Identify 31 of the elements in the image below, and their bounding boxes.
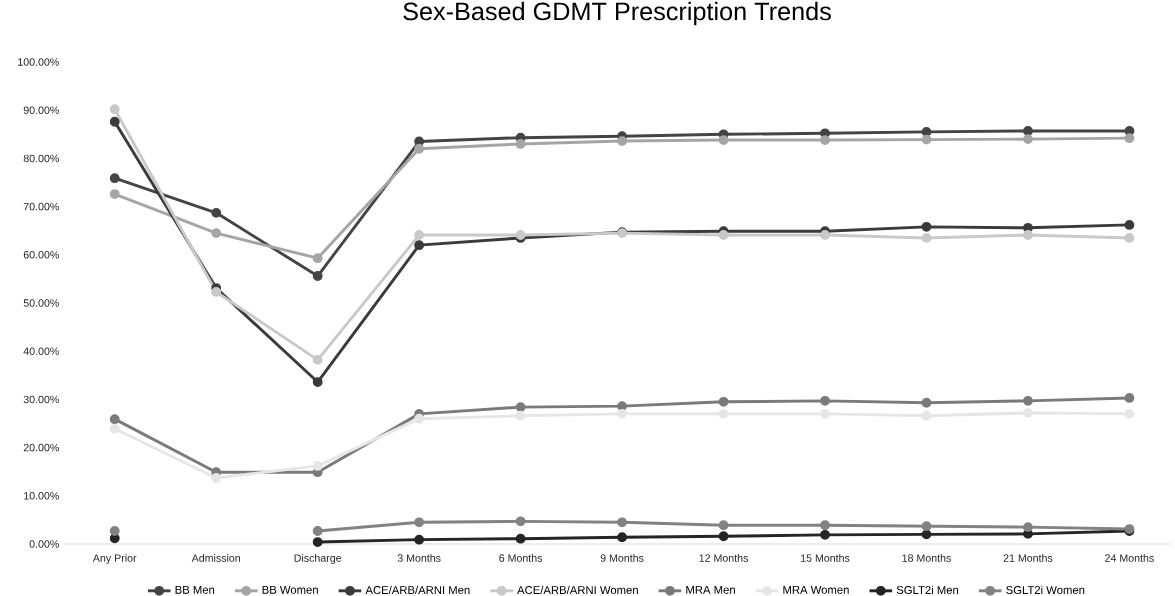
- legend-label: BB Women: [262, 585, 318, 594]
- y-tick-label: 40.00%: [23, 347, 59, 355]
- x-tick-label: Any Prior: [92, 554, 137, 564]
- y-tick-label: 20.00%: [23, 443, 59, 452]
- y-tick-label: 100.00%: [18, 58, 59, 66]
- y-tick-label: 90.00%: [23, 106, 59, 114]
- x-tick-label: 6 Months: [499, 554, 543, 562]
- x-tick-label: 12 Months: [699, 554, 748, 562]
- x-tick-label: 3 Months: [397, 554, 441, 562]
- x-tick-label: 9 Months: [600, 554, 644, 562]
- legend-label: ACE/ARB/ARNI Men: [365, 585, 470, 595]
- x-tick-label: 15 Months: [801, 554, 850, 562]
- y-tick-label: 70.00%: [23, 202, 59, 211]
- chart-title: Sex-Based GDMT Prescription Trends: [403, 1, 831, 26]
- legend-label: MRA Women: [783, 585, 849, 594]
- y-tick-label: 60.00%: [23, 251, 59, 259]
- x-tick-label: 24 Months: [1105, 554, 1154, 562]
- y-tick-label: 50.00%: [23, 299, 59, 307]
- x-tick-label: 18 Months: [902, 554, 951, 562]
- legend-label: MRA Men: [686, 585, 735, 594]
- x-tick-label: 21 Months: [1003, 554, 1053, 562]
- y-tick-label: 0.00%: [29, 540, 59, 548]
- y-tick-label: 10.00%: [24, 492, 59, 500]
- x-tick-label: Admission: [191, 554, 241, 562]
- y-tick-label: 30.00%: [23, 395, 59, 404]
- legend-label: SGLT2i Men: [896, 585, 959, 595]
- x-tick-label: Discharge: [294, 554, 342, 564]
- legend-label: SGLT2i Women: [1006, 585, 1085, 595]
- legend-label: BB Men: [175, 585, 215, 594]
- legend-label: ACE/ARB/ARNI Women: [517, 585, 638, 595]
- y-tick-label: 80.00%: [23, 154, 59, 163]
